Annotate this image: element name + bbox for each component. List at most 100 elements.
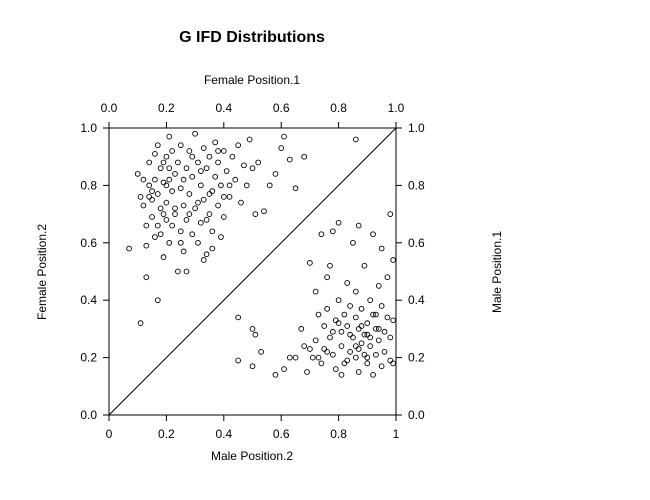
- data-point: [175, 159, 181, 166]
- data-point: [203, 216, 210, 223]
- data-point: [186, 191, 193, 197]
- data-point: [307, 260, 313, 266]
- data-point: [378, 363, 385, 370]
- data-point: [301, 153, 308, 160]
- data-point: [235, 357, 242, 364]
- data-point: [370, 311, 376, 318]
- bottom-tick-label: 0.6: [273, 427, 290, 441]
- data-point: [169, 222, 175, 229]
- data-point: [367, 297, 374, 304]
- data-point: [255, 159, 262, 166]
- data-point: [183, 268, 190, 275]
- data-point: [330, 328, 336, 335]
- data-point: [212, 139, 219, 146]
- plot-box: [108, 127, 397, 416]
- data-point: [183, 165, 190, 172]
- top-tick-label: 0.8: [330, 101, 347, 115]
- data-point: [195, 239, 201, 246]
- data-point: [152, 234, 158, 240]
- data-point: [381, 328, 388, 335]
- data-point: [312, 337, 319, 344]
- data-point: [390, 257, 396, 263]
- data-point: [143, 242, 150, 249]
- data-point: [335, 320, 342, 327]
- data-point: [344, 280, 351, 286]
- data-point: [200, 145, 207, 151]
- data-point: [177, 239, 184, 246]
- data-point: [272, 371, 279, 378]
- data-point: [309, 354, 316, 361]
- data-point: [149, 196, 155, 203]
- top-tick-label: 1.0: [388, 101, 405, 115]
- data-point: [352, 136, 359, 143]
- data-point: [361, 351, 368, 358]
- data-point: [195, 199, 201, 206]
- data-point: [324, 349, 330, 355]
- data-point: [367, 343, 374, 349]
- data-point: [163, 153, 170, 160]
- data-point: [163, 216, 170, 223]
- data-point: [166, 165, 173, 172]
- data-point: [335, 297, 342, 304]
- diagonal-reference-line: [108, 127, 397, 416]
- data-point: [338, 328, 345, 335]
- data-point: [200, 196, 207, 203]
- left-tick-label: 0.0: [80, 408, 97, 422]
- data-point: [347, 349, 353, 355]
- data-point: [197, 219, 204, 226]
- top-tick-label: 0.4: [215, 101, 232, 115]
- data-point: [315, 354, 322, 361]
- data-point: [364, 360, 371, 367]
- data-point: [364, 320, 371, 327]
- data-point: [192, 130, 198, 137]
- data-point: [352, 354, 359, 361]
- data-point: [390, 317, 396, 324]
- data-point: [355, 346, 362, 352]
- data-point: [177, 142, 184, 149]
- data-point: [160, 179, 167, 186]
- axis-ticks: 0 0.2 0.4 0.6 0.8 1 0.0 0.2 0.4 0.6 0.8 1.0 0.0 0.2 0.…: [80, 101, 425, 441]
- data-point: [358, 305, 365, 312]
- plot-frame: [108, 127, 397, 416]
- data-point: [166, 239, 173, 246]
- data-point: [378, 303, 385, 309]
- data-point: [338, 371, 345, 378]
- data-point: [355, 326, 362, 332]
- data-point: [235, 314, 242, 321]
- data-point: [154, 191, 161, 197]
- data-point: [344, 323, 351, 329]
- top-tick-label: 0.0: [101, 101, 118, 115]
- data-point: [175, 268, 181, 275]
- data-point: [378, 245, 385, 252]
- data-point: [215, 159, 221, 166]
- data-point: [172, 205, 178, 212]
- data-point: [327, 262, 333, 269]
- data-point: [203, 165, 210, 172]
- data-point: [335, 219, 342, 226]
- data-point: [252, 211, 259, 217]
- data-point: [172, 211, 178, 217]
- data-point: [241, 162, 247, 169]
- data-point: [318, 360, 325, 367]
- data-point: [212, 173, 219, 180]
- data-point: [209, 245, 216, 252]
- data-point: [338, 343, 345, 349]
- data-point: [220, 214, 227, 220]
- right-tick-label: 0.0: [408, 408, 425, 422]
- data-point: [373, 311, 379, 318]
- data-point: [347, 303, 353, 309]
- data-point: [373, 326, 379, 332]
- data-point: [341, 311, 348, 318]
- data-point: [243, 182, 250, 189]
- chart-title: G IFD Distributions: [179, 29, 325, 46]
- data-point: [307, 346, 313, 352]
- left-tick-label: 0.2: [80, 351, 97, 365]
- data-point: [218, 182, 224, 189]
- data-point: [324, 274, 330, 281]
- data-point: [286, 156, 293, 163]
- data-point: [281, 133, 287, 140]
- data-point: [347, 331, 353, 338]
- data-point: [301, 343, 308, 349]
- data-point: [364, 354, 371, 361]
